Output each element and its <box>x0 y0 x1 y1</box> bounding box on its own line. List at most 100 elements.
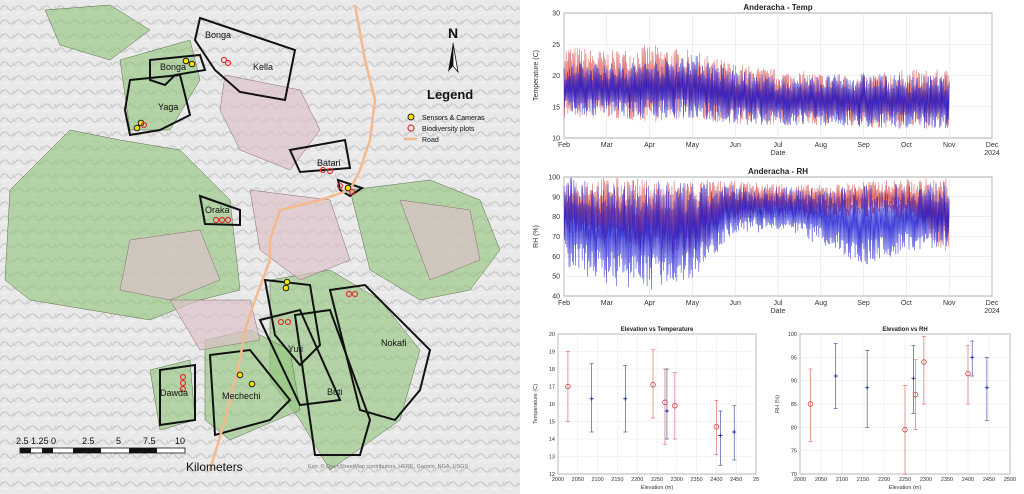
map-canvas: Bonga Bonga Kella Yaga Batari Oraka Yuti… <box>0 0 520 494</box>
y-axis-label: Temperature (C) <box>533 50 540 101</box>
data-point <box>807 401 814 407</box>
x-tick-label: Dec <box>986 300 999 307</box>
y-tick-label: 50 <box>552 274 560 281</box>
y-tick-label: 30 <box>552 11 560 18</box>
x-tick-label: May <box>686 300 700 307</box>
x-tick-label: Jun <box>730 300 741 307</box>
series-line <box>563 55 950 129</box>
x-tick-label: 2100 <box>591 477 603 483</box>
legend-item-label: Sensors & Cameras <box>422 115 485 122</box>
y-tick-label: 13 <box>549 455 555 461</box>
scale-tick-label: 1.25 <box>31 436 49 446</box>
scale-unit: Kilometers <box>186 460 243 474</box>
data-point <box>672 403 678 409</box>
place-label: Buti <box>327 387 343 397</box>
x-axis-label: Elevation (m) <box>641 485 674 491</box>
x-tick-label: 2400 <box>710 477 722 483</box>
y-tick-label: 40 <box>552 294 560 301</box>
chart-title: Anderacha - RH <box>748 167 808 176</box>
temperature-timeseries-chart: 10 15 20 25 30 Feb Mar Apr May Jun Jul Aug Sep Oct Nov… <box>528 2 1024 166</box>
x-tick-label: Mar <box>601 142 614 149</box>
y-tick-label: 90 <box>552 194 560 201</box>
year-label: 2024 <box>984 150 1000 157</box>
x-tick-label: Aug <box>815 300 828 307</box>
place-label: Nokafi <box>381 338 407 348</box>
x-tick-label: Feb <box>558 300 570 307</box>
data-point <box>970 355 975 360</box>
y-tick-label: 17 <box>549 385 555 391</box>
y-tick-label: 16 <box>549 402 555 408</box>
x-tick-label: Jul <box>774 142 783 149</box>
y-axis-label: Temperature (C) <box>533 384 539 424</box>
x-tick-label: Jun <box>730 142 741 149</box>
y-tick-label: 75 <box>791 449 797 455</box>
x-tick-label: 2300 <box>671 477 683 483</box>
x-tick-label: 2450 <box>983 477 995 483</box>
data-point <box>650 382 656 388</box>
x-tick-label: 2100 <box>836 477 848 483</box>
y-axis-label: RH (%) <box>533 225 540 248</box>
chart-svg: 10 15 20 25 30 Feb Mar Apr May Jun Jul Aug Sep Oct Nov… <box>533 3 1000 157</box>
y-tick-label: 20 <box>552 73 560 80</box>
x-tick-label: Oct <box>901 300 912 307</box>
study-area-map: Bonga Bonga Kella Yaga Batari Oraka Yuti… <box>0 0 520 494</box>
x-tick-label: Apr <box>644 142 656 149</box>
x-tick-label: Feb <box>558 142 570 149</box>
y-tick-label: 14 <box>549 437 555 443</box>
place-label: Dawda <box>160 388 188 398</box>
north-label: N <box>448 25 458 41</box>
data-point <box>833 374 838 378</box>
place-label: Bonga <box>205 30 231 40</box>
y-tick-label: 15 <box>549 420 555 426</box>
y-tick-label: 15 <box>552 104 560 111</box>
data-point <box>921 359 927 365</box>
chart-title: Anderacha - Temp <box>743 3 812 12</box>
x-axis-label: Date <box>771 150 786 157</box>
x-axis-label: Date <box>771 308 786 315</box>
place-label: Mechechi <box>222 391 261 401</box>
data-point <box>732 430 737 434</box>
x-tick-label: 2350 <box>690 477 702 483</box>
data-point <box>984 385 989 390</box>
chart-svg: 12 13 14 15 16 17 18 19 20 2000 2050 2100 2150 2200 22… <box>533 327 759 491</box>
legend-sensor-icon <box>407 113 415 121</box>
north-arrow-icon <box>448 42 459 74</box>
legend-title: Legend <box>427 87 473 102</box>
y-tick-label: 80 <box>791 425 797 431</box>
data-point <box>664 409 669 413</box>
legend-plot-icon <box>407 124 415 132</box>
y-axis-label: RH (%) <box>775 395 781 413</box>
x-tick-label: 2050 <box>572 477 584 483</box>
x-tick-label: Apr <box>644 300 656 307</box>
scale-tick-label: 5 <box>116 436 121 446</box>
elevation-humidity-chart: 70 75 80 85 90 95 100 2000 2050 2100 2150 2200 2250 2… <box>770 324 1024 494</box>
y-tick-label: 18 <box>549 367 555 373</box>
road-line <box>208 4 377 471</box>
y-tick-label: 10 <box>552 136 560 143</box>
data-point <box>713 424 720 430</box>
y-tick-label: 70 <box>791 472 797 478</box>
chart-svg: 40 50 60 70 80 90 100 Feb Mar Apr May Jun Jul Aug Sep O… <box>533 167 1000 315</box>
y-tick-label: 85 <box>791 402 797 408</box>
x-tick-label: Sep <box>857 300 870 307</box>
data-point <box>902 426 908 433</box>
series-line <box>563 177 950 290</box>
x-tick-label: 2150 <box>611 477 623 483</box>
place-label: Yuti <box>288 344 303 354</box>
chart-svg: 70 75 80 85 90 95 100 2000 2050 2100 2150 2200 2250 2… <box>775 327 1016 491</box>
legend-item-label: Biodiversity plots <box>422 126 475 133</box>
x-tick-label: 2250 <box>899 477 911 483</box>
data-point <box>589 396 594 401</box>
scale-tick-label: 10 <box>175 436 185 446</box>
data-point <box>718 433 723 438</box>
y-tick-label: 19 <box>549 350 555 356</box>
x-tick-label: Aug <box>815 142 828 149</box>
x-tick-label: Nov <box>943 142 956 149</box>
y-tick-label: 70 <box>552 234 560 241</box>
x-tick-label: 2000 <box>552 477 564 483</box>
x-tick-label: May <box>686 142 700 149</box>
y-tick-label: 90 <box>791 379 797 385</box>
y-tick-label: 80 <box>552 214 560 221</box>
data-point <box>911 376 916 381</box>
x-axis-label: Elevation (m) <box>889 485 922 491</box>
